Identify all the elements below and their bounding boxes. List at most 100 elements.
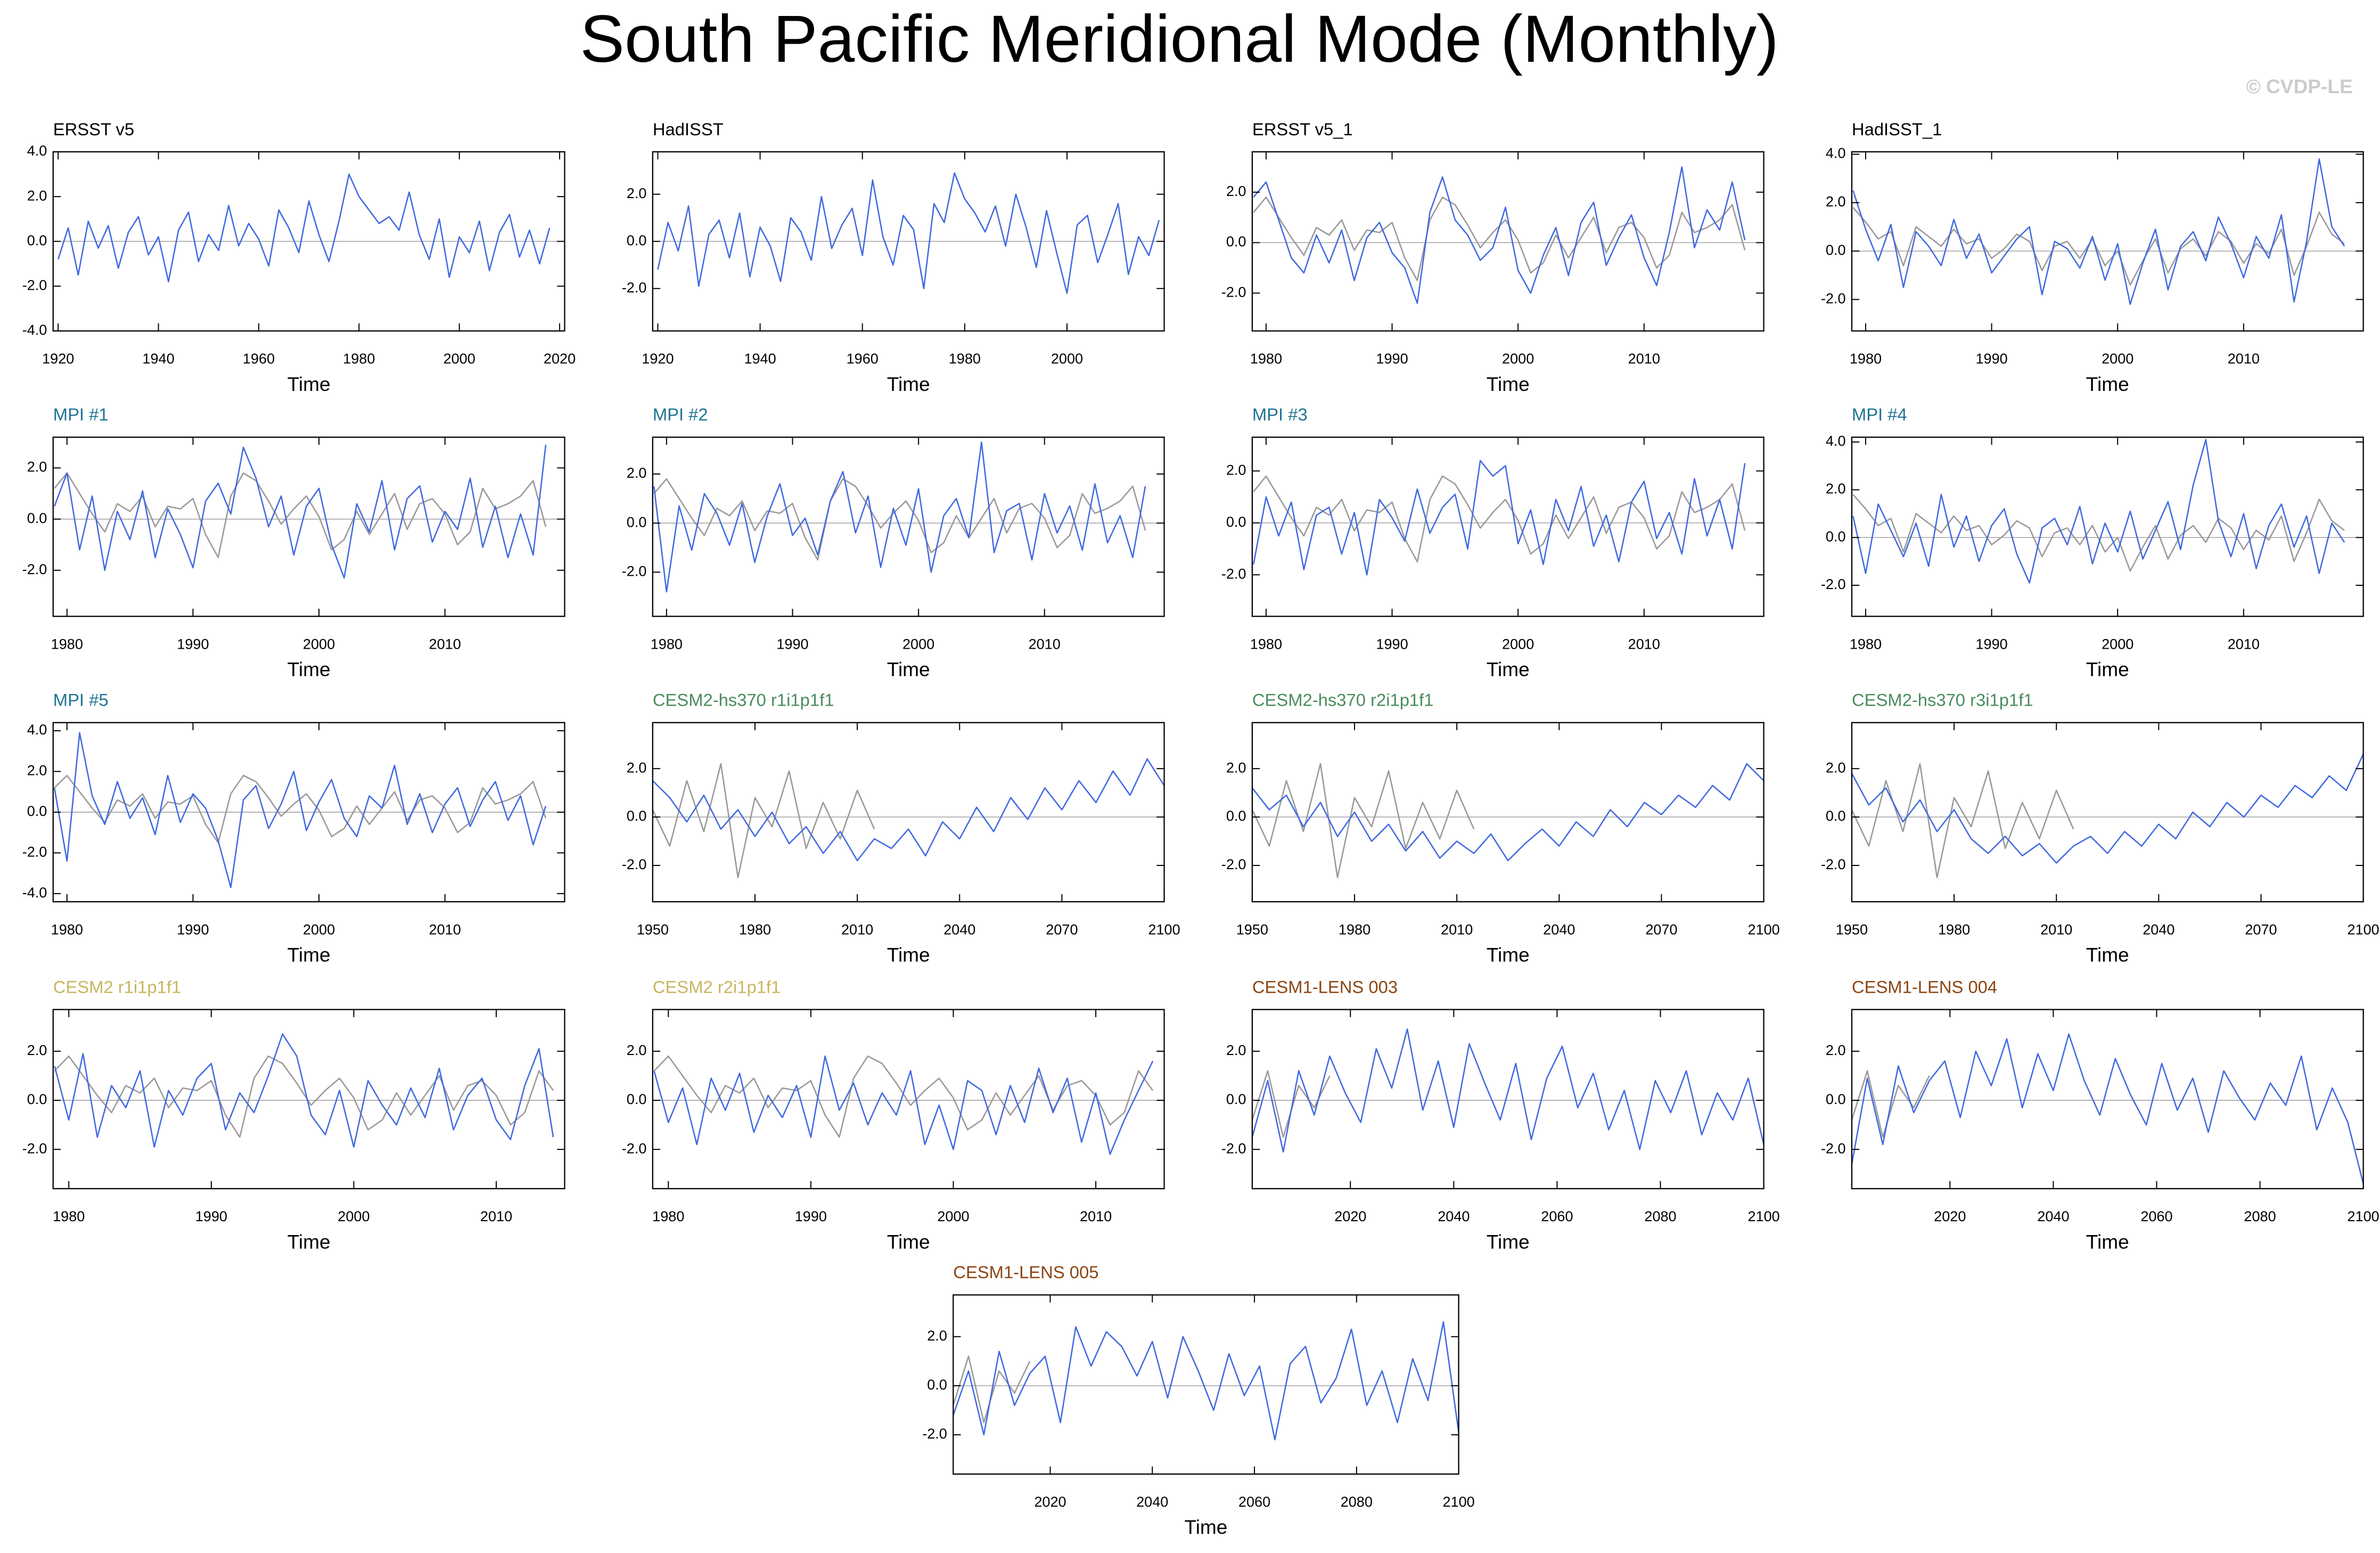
y-tick-label: 2.0 [1826, 1042, 1846, 1058]
y-tick-label: 2.0 [27, 187, 47, 203]
x-tick-label: 2000 [1502, 350, 1534, 367]
y-tick-label: -2.0 [22, 1140, 47, 1156]
x-axis-label: Time [1184, 1516, 1227, 1538]
x-tick-label: 1990 [1975, 636, 2007, 652]
plot-area [53, 173, 565, 283]
plot-area [1252, 763, 1764, 878]
x-tick-label: 2010 [2040, 921, 2072, 937]
x-tick-label: 2000 [937, 1208, 969, 1224]
y-tick-label: 0.0 [27, 232, 47, 248]
x-tick-label: 1960 [847, 350, 879, 367]
y-tick-label: -2.0 [922, 1425, 947, 1442]
x-tick-label: 2100 [1442, 1493, 1474, 1510]
plot-frame [1851, 436, 2364, 617]
plot-area [1252, 166, 1764, 304]
y-tick-label: -2.0 [1221, 283, 1246, 300]
x-axis-label: Time [1487, 658, 1530, 681]
y-tick-label: 0.0 [627, 513, 647, 530]
x-axis-label: Time [887, 373, 930, 395]
panel: CESM2 r2i1p1f1 1980 1990 2000 2010 -2.0 0.0 2.0… [622, 977, 1165, 1253]
x-tick-label: 1990 [795, 1208, 827, 1224]
x-axis-label: Time [1487, 1230, 1530, 1253]
plot-frame [52, 1009, 565, 1190]
series-line [1851, 763, 2074, 878]
series-line [953, 1321, 1459, 1441]
x-tick-label: 2040 [943, 921, 975, 937]
x-tick-label: 2100 [1148, 921, 1180, 937]
x-tick-label: 1950 [637, 921, 669, 937]
y-tick-label: -2.0 [622, 1140, 647, 1156]
x-axis-label: Time [887, 944, 930, 966]
x-tick-label: 2060 [1541, 1208, 1573, 1224]
panel-title: MPI #2 [653, 405, 708, 424]
x-tick-label: 1920 [42, 350, 74, 367]
plot-area [953, 1321, 1459, 1441]
x-tick-label: 1990 [1376, 350, 1408, 367]
series-line [1851, 1070, 1930, 1138]
x-tick-label: 2100 [2348, 1208, 2379, 1224]
y-tick-label: 2.0 [1226, 1042, 1246, 1058]
plot-frame [652, 722, 1165, 903]
x-tick-label: 2040 [1136, 1493, 1168, 1510]
x-tick-label: 2000 [444, 350, 475, 367]
x-tick-label: 2010 [841, 921, 873, 937]
panel-title: MPI #1 [53, 405, 109, 424]
x-tick-label: 2010 [1080, 1208, 1112, 1224]
x-tick-label: 2010 [1029, 636, 1061, 652]
plot-area [53, 445, 565, 579]
plot-frame [1251, 722, 1765, 903]
x-tick-label: 2100 [1747, 1208, 1779, 1224]
panel: ERSST v5 1920 1940 1960 1980 2000 2020 -4.0 -2.0… [22, 119, 576, 395]
panel-title: CESM2-hs370 r1i1p1f1 [653, 690, 834, 710]
x-tick-label: 1940 [142, 350, 174, 367]
y-tick-label: 4.0 [1826, 432, 1846, 449]
x-tick-label: 2040 [1543, 921, 1575, 937]
x-tick-label: 2000 [2102, 350, 2133, 367]
panel: CESM1-LENS 005 2020 2040 2060 2080 2100 -2.0 0.… [922, 1262, 1475, 1538]
panel-title: HadISST_1 [1852, 119, 1942, 139]
y-tick-label: -2.0 [1821, 576, 1846, 592]
x-tick-label: 2040 [1438, 1208, 1470, 1224]
plot-area [652, 172, 1164, 294]
y-tick-label: 0.0 [27, 803, 47, 819]
series-line [1851, 754, 2363, 864]
x-tick-label: 1990 [1975, 350, 2007, 367]
plot-area [652, 441, 1164, 593]
y-tick-label: 2.0 [27, 762, 47, 779]
y-tick-label: -2.0 [1221, 565, 1246, 582]
x-tick-label: 2100 [1747, 921, 1779, 937]
x-tick-label: 1940 [744, 350, 776, 367]
series-line [1851, 1033, 2363, 1184]
x-tick-label: 2080 [2244, 1208, 2276, 1224]
panel: CESM2-hs370 r1i1p1f1 1950 1980 2010 2040 2070… [622, 690, 1180, 966]
y-tick-label: 0.0 [627, 232, 647, 248]
x-axis-label: Time [288, 373, 331, 395]
y-tick-label: 0.0 [27, 1091, 47, 1107]
y-tick-label: -4.0 [22, 322, 47, 338]
plot-area [53, 1033, 565, 1148]
y-tick-label: 0.0 [927, 1376, 947, 1393]
x-tick-label: 1980 [739, 921, 771, 937]
y-tick-label: 0.0 [627, 807, 647, 824]
series-line [657, 172, 1160, 294]
x-tick-label: 2010 [1441, 921, 1473, 937]
x-tick-label: 2060 [2140, 1208, 2172, 1224]
x-tick-label: 1990 [1376, 636, 1408, 652]
panel-title: MPI #3 [1252, 405, 1308, 424]
x-tick-label: 2020 [544, 350, 576, 367]
plot-area [53, 732, 565, 888]
series-line [57, 173, 551, 283]
y-tick-label: -4.0 [22, 884, 47, 901]
x-tick-label: 1980 [1850, 350, 1882, 367]
panel-title: CESM2 r1i1p1f1 [53, 977, 181, 996]
y-tick-label: 2.0 [1226, 759, 1246, 775]
series-line [653, 1055, 1154, 1155]
x-tick-label: 1980 [51, 636, 83, 652]
panel-title: CESM2-hs370 r2i1p1f1 [1252, 690, 1434, 710]
x-tick-label: 2070 [1645, 921, 1677, 937]
series-line [1253, 166, 1746, 304]
x-tick-label: 2010 [429, 921, 461, 937]
panel-title: MPI #4 [1852, 405, 1907, 424]
y-tick-label: 0.0 [1826, 1091, 1846, 1107]
x-axis-label: Time [288, 1230, 331, 1253]
